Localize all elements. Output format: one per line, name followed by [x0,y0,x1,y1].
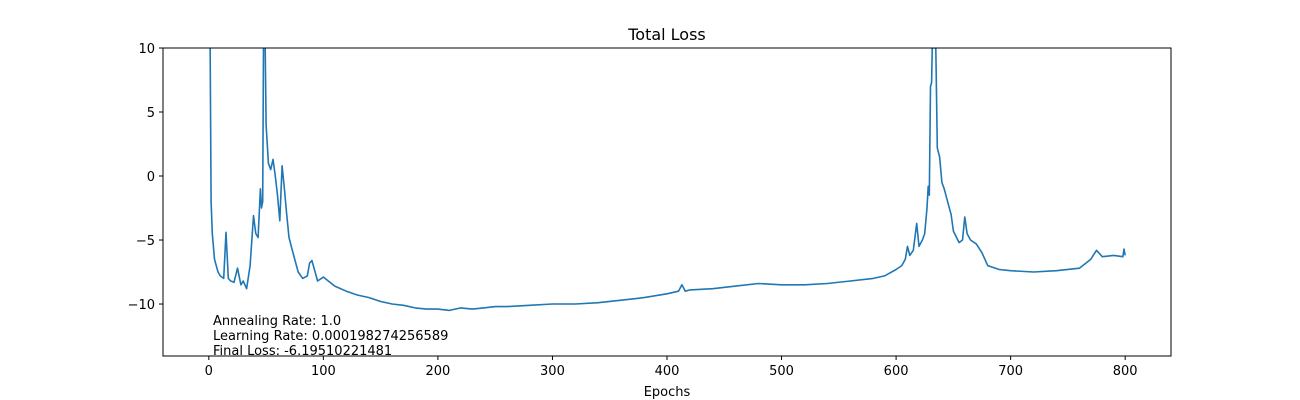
x-tick-label: 800 [1113,364,1138,379]
x-axis-label: Epochs [644,385,691,400]
annotation: Final Loss: -6.19510221481 [213,344,392,359]
plot-area [209,48,1126,312]
annotation: Annealing Rate: 1.0 [213,314,341,329]
x-tick-label: 200 [425,364,450,379]
loss-line [209,48,1126,312]
y-tick-label: −10 [128,298,155,313]
y-tick-label: 10 [138,42,155,57]
axes-frame [162,47,1172,357]
y-tick-label: −5 [136,234,155,249]
x-tick-label: 600 [884,364,909,379]
x-tick-label: 700 [998,364,1023,379]
x-tick-label: 500 [769,364,794,379]
x-tick-label: 100 [311,364,336,379]
annotation: Learning Rate: 0.000198274256589 [213,329,448,344]
x-tick-label: 0 [205,364,213,379]
x-tick-label: 300 [540,364,565,379]
chart-title: Total Loss [627,25,706,44]
y-tick-label: 0 [147,170,155,185]
x-tick-label: 400 [655,364,680,379]
y-tick-label: 5 [147,106,155,121]
